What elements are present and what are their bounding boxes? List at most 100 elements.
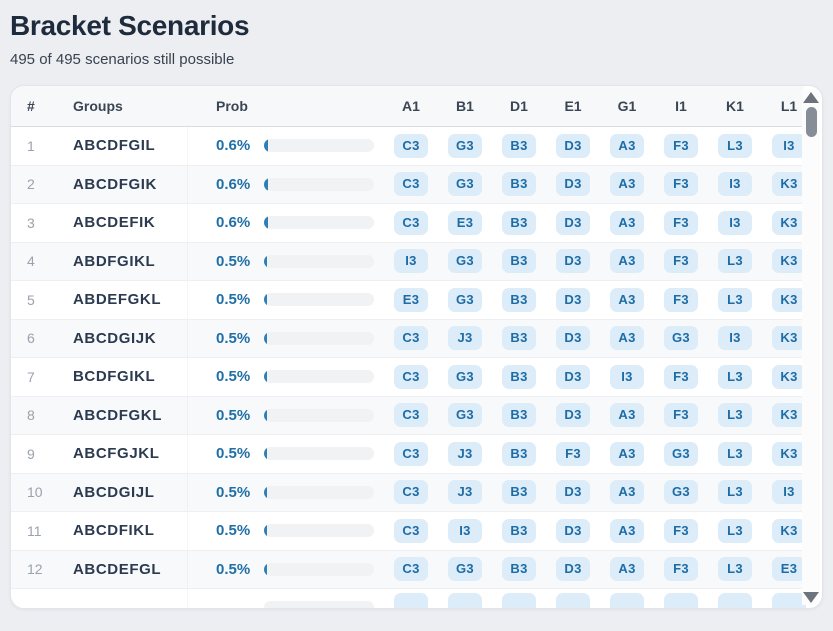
slot-badge	[448, 593, 482, 608]
slot-badge: K3	[772, 172, 806, 197]
slot-badge	[718, 593, 752, 608]
slot-badge: J3	[448, 441, 482, 466]
scrollbar-thumb[interactable]	[805, 107, 817, 137]
slot-badge: E3	[772, 557, 806, 582]
slot-badge: I3	[718, 210, 752, 235]
probability-bar	[264, 524, 374, 538]
slot-badge: G3	[664, 480, 698, 505]
table-scrollbar[interactable]	[802, 89, 820, 605]
probability-bar-fill	[264, 562, 268, 576]
slot-badge: I3	[610, 364, 644, 389]
slot-badge: C3	[394, 133, 428, 158]
table-row: 11 ABCDFIKL 0.5% C3 I3 B3 D3 A3 F3 L3 K3	[11, 512, 806, 551]
slot-badge: L3	[718, 364, 752, 389]
slot-badge: K3	[772, 210, 806, 235]
col-header-groups: Groups	[73, 98, 123, 114]
slot-badge: G3	[664, 441, 698, 466]
row-probability: 0.6%	[216, 137, 251, 155]
row-probability: 0.5%	[216, 522, 251, 540]
probability-bar	[264, 447, 374, 461]
row-number: 10	[27, 484, 43, 501]
col-header-slot: G1	[617, 98, 637, 114]
slot-badge: F3	[664, 172, 698, 197]
slot-badge: A3	[610, 133, 644, 158]
slot-badge: C3	[394, 441, 428, 466]
scroll-up-icon[interactable]	[803, 92, 819, 103]
row-groups: ABCDGIJL	[73, 483, 155, 501]
row-groups: ABCDEFGL	[73, 560, 162, 578]
slot-badge: C3	[394, 403, 428, 428]
row-probability: 0.6%	[216, 175, 251, 193]
slot-badge	[394, 593, 428, 608]
slot-badge: D3	[556, 172, 590, 197]
probability-bar-fill	[264, 293, 268, 307]
row-groups: ABCDFGKL	[73, 406, 162, 424]
slot-badge: D3	[556, 133, 590, 158]
table-row: 5 ABDEFGKL 0.5% E3 G3 B3 D3 A3 F3 L3 K3	[11, 281, 806, 320]
slot-badge: D3	[556, 364, 590, 389]
slot-badge: D3	[556, 326, 590, 351]
slot-badge: I3	[718, 172, 752, 197]
probability-bar-fill	[264, 331, 268, 345]
slot-badge: L3	[718, 287, 752, 312]
scroll-down-icon[interactable]	[803, 592, 819, 603]
slot-badge: E3	[394, 287, 428, 312]
table-row-partial	[11, 589, 806, 608]
row-groups: ABDEFGKL	[73, 291, 162, 309]
slot-badge: C3	[394, 326, 428, 351]
probability-bar	[264, 562, 374, 576]
slot-badge: C3	[394, 172, 428, 197]
probability-bar-fill	[264, 408, 268, 422]
slot-badge: B3	[502, 364, 536, 389]
probability-bar	[264, 139, 374, 153]
row-number: 9	[27, 445, 35, 462]
slot-badge: I3	[448, 518, 482, 543]
slot-badge: A3	[610, 441, 644, 466]
probability-bar	[264, 370, 374, 384]
slot-badge: J3	[448, 480, 482, 505]
row-number: 2	[27, 176, 35, 193]
table-body: 1 ABCDFGIL 0.6% C3 G3 B3 D3 A3 F3 L3 I3 2 ABCDFGIK 0.…	[11, 127, 806, 608]
slot-badge: D3	[556, 403, 590, 428]
slot-badge: C3	[394, 364, 428, 389]
slot-badge: I3	[772, 480, 806, 505]
slot-badge: E3	[448, 210, 482, 235]
slot-badge: K3	[772, 287, 806, 312]
scrollbar-track[interactable]	[802, 103, 820, 592]
slot-badge: A3	[610, 172, 644, 197]
table-header-row: # Groups Prob A1 B1 D1 E1 G1 I1 K1 L1	[11, 86, 804, 127]
probability-bar	[264, 408, 374, 422]
slot-badge: C3	[394, 518, 428, 543]
slot-badge: F3	[664, 133, 698, 158]
scenario-count-text: 495 of 495 scenarios still possible	[10, 51, 235, 68]
slot-badge: K3	[772, 364, 806, 389]
slot-badge: B3	[502, 557, 536, 582]
slot-badge: K3	[772, 518, 806, 543]
slot-badge: F3	[664, 210, 698, 235]
row-groups: ABCDGIJK	[73, 329, 157, 347]
slot-badge	[502, 593, 536, 608]
slot-badge: G3	[448, 133, 482, 158]
row-probability: 0.5%	[216, 368, 251, 386]
probability-bar-fill	[264, 485, 268, 499]
slot-badge: D3	[556, 480, 590, 505]
slot-badge: L3	[718, 557, 752, 582]
row-groups: ABCDFGIL	[73, 137, 156, 155]
slot-badge: D3	[556, 557, 590, 582]
slot-badge: D3	[556, 518, 590, 543]
row-number: 3	[27, 214, 35, 231]
slot-badge: F3	[664, 403, 698, 428]
row-groups: ABCDFGIK	[73, 175, 157, 193]
row-groups: ABCFGJKL	[73, 445, 160, 463]
slot-badge: B3	[502, 133, 536, 158]
slot-badge: A3	[610, 210, 644, 235]
row-groups: ABDFGIKL	[73, 252, 156, 270]
row-number: 7	[27, 368, 35, 385]
slot-badge: B3	[502, 326, 536, 351]
col-header-slot: B1	[456, 98, 474, 114]
row-groups: ABCDFIKL	[73, 522, 155, 540]
slot-badge: B3	[502, 287, 536, 312]
probability-bar-fill	[264, 524, 268, 538]
col-header-prob: Prob	[216, 98, 248, 114]
probability-bar	[264, 485, 374, 499]
